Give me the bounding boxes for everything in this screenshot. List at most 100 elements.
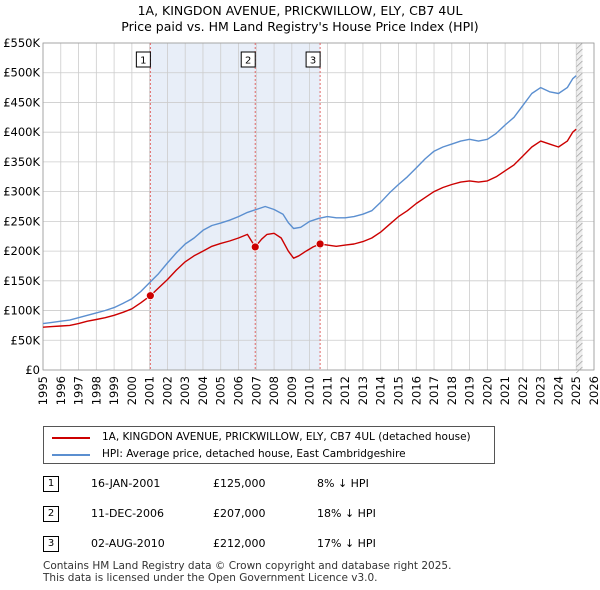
forecast-hatch — [576, 42, 583, 50]
y-tick-label: £400K — [3, 125, 40, 139]
forecast-hatch — [576, 360, 583, 368]
x-tick-label: 2001 — [143, 376, 157, 405]
forecast-hatch — [576, 54, 583, 62]
sale-number-badge: 1 — [43, 476, 59, 492]
forecast-hatch — [576, 264, 583, 272]
y-tick-label: £100K — [3, 304, 40, 318]
x-tick-label: 2006 — [232, 376, 246, 405]
sale-date: 11-DEC-2006 — [91, 507, 165, 520]
chart-title: 1A, KINGDON AVENUE, PRICKWILLOW, ELY, CB… — [137, 3, 463, 18]
forecast-hatch — [576, 252, 583, 260]
forecast-hatch — [576, 276, 583, 284]
forecast-hatch — [576, 138, 583, 146]
y-tick-label: £150K — [3, 274, 40, 288]
forecast-hatch — [576, 222, 583, 230]
plot-frame — [42, 42, 595, 371]
sale-date: 16-JAN-2001 — [91, 477, 161, 490]
sale-price: £125,000 — [213, 477, 266, 490]
x-tick-label: 2020 — [480, 376, 494, 405]
sale-label-box — [135, 51, 151, 68]
x-tick-label: 2018 — [445, 376, 459, 405]
forecast-hatch — [576, 282, 583, 290]
hpi-series-line — [42, 75, 577, 325]
y-tick-label: £250K — [3, 214, 40, 228]
sale-hpi-diff: 17% ↓ HPI — [317, 537, 376, 550]
forecast-hatch — [576, 216, 583, 224]
x-tick-label: 2010 — [303, 376, 317, 405]
forecast-hatch — [576, 306, 583, 314]
footer-copyright: Contains HM Land Registry data © Crown c… — [43, 560, 452, 572]
legend-swatch-hpi — [52, 454, 90, 456]
x-tick-label: 2000 — [125, 376, 139, 405]
forecast-hatch — [576, 108, 583, 116]
x-tick-label: 2002 — [160, 376, 174, 405]
forecast-hatch — [576, 84, 583, 92]
forecast-hatch — [576, 330, 583, 338]
sale-hpi-diff: 8% ↓ HPI — [317, 477, 369, 490]
forecast-hatch — [576, 342, 583, 350]
forecast-hatch — [576, 204, 583, 212]
x-tick-label: 1996 — [54, 376, 68, 405]
forecast-hatch — [576, 258, 583, 266]
forecast-hatch — [576, 300, 583, 308]
forecast-hatch — [576, 234, 583, 242]
forecast-hatch — [576, 294, 583, 302]
x-tick-label: 2026 — [587, 376, 600, 405]
sale-label-text: 1 — [140, 56, 146, 67]
forecast-hatch — [576, 168, 583, 176]
sale-point — [315, 239, 325, 249]
sale-number-badge: 2 — [43, 506, 59, 522]
x-tick-label: 2023 — [534, 376, 548, 405]
x-tick-label: 2025 — [569, 376, 583, 405]
x-tick-label: 2011 — [320, 376, 334, 405]
forecast-hatch — [576, 132, 583, 140]
x-tick-label: 2017 — [427, 376, 441, 405]
forecast-hatch — [576, 174, 583, 182]
forecast-hatch — [576, 48, 583, 56]
x-tick-label: 2008 — [267, 376, 281, 405]
y-tick-label: £450K — [3, 95, 40, 109]
x-tick-label: 2022 — [516, 376, 530, 405]
forecast-hatch — [576, 60, 583, 68]
x-tick-label: 1999 — [107, 376, 121, 405]
forecast-hatch — [576, 318, 583, 326]
x-tick-label: 2009 — [285, 376, 299, 405]
x-tick-label: 2007 — [249, 376, 263, 405]
x-tick-label: 2024 — [551, 376, 565, 405]
x-tick-label: 2012 — [338, 376, 352, 405]
forecast-hatch — [576, 120, 583, 128]
forecast-hatch — [576, 348, 583, 356]
legend-label-hpi: HPI: Average price, detached house, East… — [102, 448, 406, 460]
y-tick-label: £300K — [3, 185, 40, 199]
forecast-hatch — [576, 210, 583, 218]
forecast-hatch — [576, 198, 583, 206]
sale-label-text: 3 — [310, 56, 316, 67]
sale-price: £212,000 — [213, 537, 266, 550]
forecast-hatch — [576, 90, 583, 98]
chart-subtitle: Price paid vs. HM Land Registry's House … — [121, 19, 479, 34]
sale-label-text: 2 — [245, 56, 251, 67]
x-tick-label: 2016 — [409, 376, 423, 405]
price-series-line — [42, 128, 577, 328]
y-tick-label: £350K — [3, 155, 40, 169]
sale-date: 02-AUG-2010 — [91, 537, 165, 550]
forecast-hatch — [576, 246, 583, 254]
x-tick-label: 2003 — [178, 376, 192, 405]
x-tick-label: 2004 — [196, 376, 210, 405]
sale-price: £207,000 — [213, 507, 266, 520]
price-chart: 1 2 3 £0 £50K £100K £150K £200K £250K £300K £350K £… — [3, 36, 600, 405]
x-tick-label: 2019 — [463, 376, 477, 405]
forecast-hatch — [576, 102, 583, 110]
y-tick-label: £50K — [11, 333, 41, 347]
x-tick-label: 2021 — [498, 376, 512, 405]
forecast-hatch — [576, 270, 583, 278]
forecast-hatch — [576, 240, 583, 248]
x-tick-label: 1995 — [36, 376, 50, 405]
sale-point — [250, 242, 260, 252]
footer-licence: This data is licensed under the Open Gov… — [43, 572, 378, 584]
forecast-hatch — [576, 78, 583, 86]
forecast-hatch — [576, 96, 583, 104]
legend-label-price: 1A, KINGDON AVENUE, PRICKWILLOW, ELY, CB… — [102, 431, 471, 443]
y-tick-label: £550K — [3, 36, 40, 50]
y-tick-label: £500K — [3, 66, 40, 80]
